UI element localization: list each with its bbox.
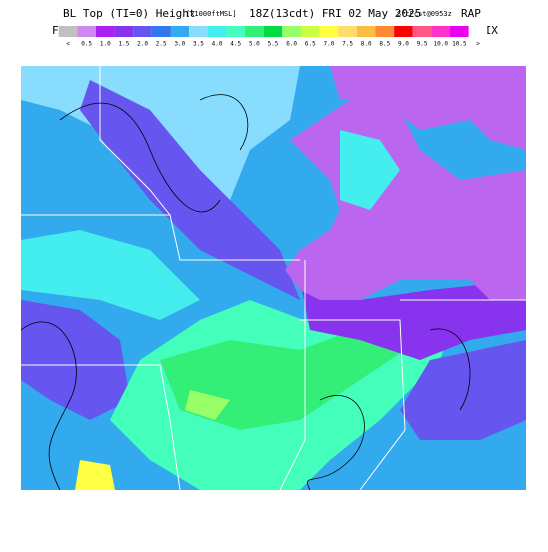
- legend-label: 8.0: [361, 41, 372, 48]
- legend-label: 4.5: [230, 41, 241, 48]
- legend-swatch: [170, 26, 190, 37]
- contours: [21, 94, 471, 490]
- legend-swatch: [412, 26, 432, 37]
- legend-swatch: [95, 26, 115, 37]
- legend-label: 3.0: [174, 41, 185, 48]
- legend-swatch: [133, 26, 152, 37]
- legend-swatch: [375, 26, 395, 37]
- legend-label: 2.0: [137, 41, 148, 48]
- legend-label: 2.5: [156, 41, 167, 48]
- legend-swatch: [450, 26, 469, 37]
- legend-label: 1.0: [100, 41, 111, 48]
- legend-label: 7.0: [323, 41, 334, 48]
- title: BL Top (TI=0) Height: [63, 7, 195, 20]
- legend-label: >: [476, 41, 480, 48]
- field: [340, 130, 400, 210]
- legend-label: 7.5: [342, 41, 353, 48]
- legend-label: <: [66, 41, 70, 48]
- legend-swatch: [58, 26, 78, 37]
- legend-swatch: [207, 26, 227, 37]
- map: [21, 66, 526, 490]
- field: [21, 230, 200, 320]
- legend-swatch: [263, 26, 283, 37]
- legend-label: 9.5: [417, 41, 428, 48]
- field: [400, 340, 526, 440]
- legend-label: 10.5: [452, 41, 467, 48]
- legend-label: 9.0: [398, 41, 409, 48]
- legend-label: 3.5: [193, 41, 204, 48]
- field: [80, 80, 300, 300]
- legend-swatch: [151, 26, 171, 37]
- issued-time: SfcFcst@0953z: [397, 10, 452, 18]
- legend-swatch: [431, 26, 451, 37]
- legend-swatch: [189, 26, 208, 37]
- legend-swatch: [245, 26, 264, 37]
- units: [x1000ftMSL]: [186, 10, 237, 18]
- legend-swatch: [226, 26, 246, 37]
- legend-swatch: [77, 26, 96, 37]
- legend-label: 6.5: [305, 41, 316, 48]
- legend-swatch: [338, 26, 357, 37]
- legend-label: 10.0: [434, 41, 449, 48]
- legend-swatch: [282, 26, 301, 37]
- legend-swatch: [468, 26, 488, 37]
- valid-time: 18Z(13cdt) FRI 02 May 2025: [249, 7, 421, 20]
- legend-label: 4.0: [212, 41, 223, 48]
- legend-label: 0.5: [81, 41, 92, 48]
- field: [185, 390, 230, 420]
- legend: <0.5 1.0 1.5 2.0 2.5 3.0 3.5 4.0 4.5 5.0 5.5 6.0 6.5…: [58, 26, 488, 48]
- field: [75, 460, 115, 490]
- legend-label: 5.5: [268, 41, 279, 48]
- model: RAP: [461, 7, 481, 20]
- legend-swatch: [394, 26, 413, 37]
- lake: [330, 66, 526, 150]
- legend-label: 8.5: [379, 41, 390, 48]
- legend-swatch: [319, 26, 339, 37]
- legend-label: 1.5: [118, 41, 129, 48]
- legend-swatch: [114, 26, 134, 37]
- legend-label: 5.0: [249, 41, 260, 48]
- legend-swatch: [356, 26, 376, 37]
- legend-swatch: [300, 26, 320, 37]
- legend-label: 6.0: [286, 41, 297, 48]
- borders: [21, 66, 526, 490]
